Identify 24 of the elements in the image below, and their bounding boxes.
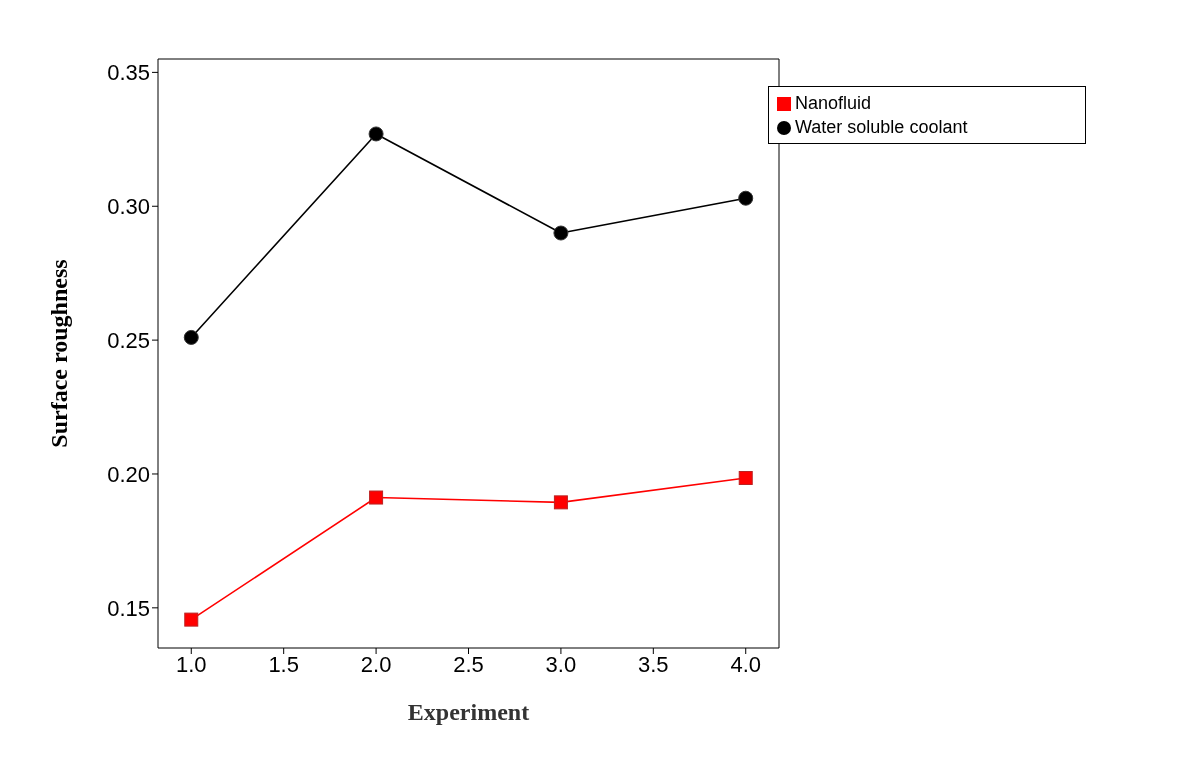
- point: [553, 495, 568, 510]
- x-tick-label: 3.0: [545, 651, 577, 677]
- point: [183, 329, 199, 345]
- y-tick-label: 0.35: [107, 60, 150, 86]
- x-tick-label: 3.5: [638, 651, 669, 677]
- x-tick-label: 2.5: [453, 651, 484, 677]
- y-tick-label: 0.25: [107, 327, 150, 353]
- point: [369, 490, 384, 505]
- point: [368, 126, 384, 142]
- x-tick-label: 1.0: [175, 651, 207, 677]
- point: [738, 470, 753, 485]
- point: [553, 225, 569, 241]
- y-tick-label: 0.15: [107, 595, 150, 621]
- y-tick-label: 0.20: [107, 461, 150, 487]
- legend-label: Water soluble coolant: [795, 117, 968, 137]
- y-axis-title: Surface roughness: [45, 259, 72, 448]
- point: [738, 190, 754, 206]
- y-tick-label: 0.30: [107, 194, 150, 220]
- x-tick-label: 2.0: [360, 651, 392, 677]
- x-axis-title: Experiment: [407, 699, 530, 725]
- x-tick-label: 4.0: [730, 651, 762, 677]
- x-tick-label: 1.5: [268, 651, 299, 677]
- point: [184, 612, 199, 627]
- legend-label: Nanofluid: [795, 93, 872, 113]
